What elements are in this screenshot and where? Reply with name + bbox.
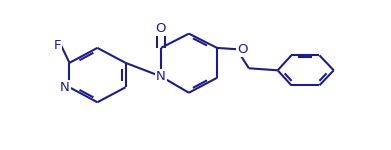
Text: O: O [156,22,166,35]
Text: N: N [156,70,166,83]
Text: N: N [60,81,70,94]
Text: O: O [237,43,247,56]
Text: F: F [54,39,61,52]
